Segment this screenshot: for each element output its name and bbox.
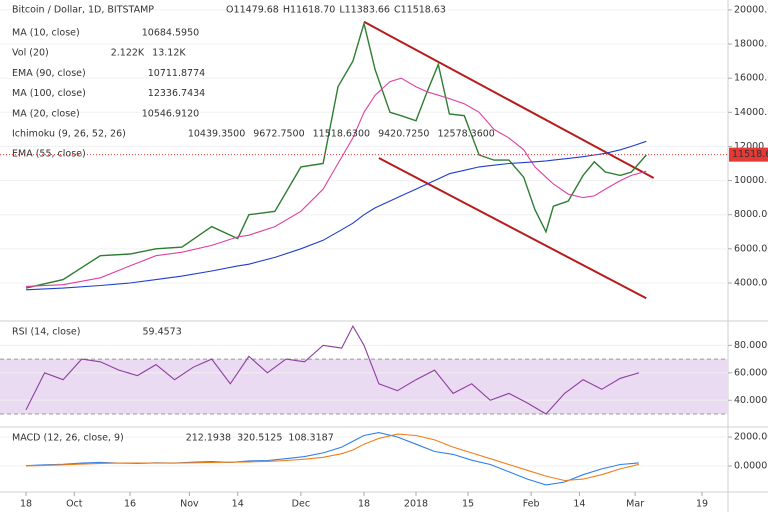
- series-line: [25, 20, 647, 289]
- indicator-name: MA (20, close): [12, 108, 80, 119]
- trend-channel-line: [363, 20, 655, 179]
- indicator-value: 10546.9120: [142, 108, 199, 119]
- ohlc-value: O11479.68: [226, 5, 279, 16]
- x-tick-label: 2018: [404, 499, 428, 510]
- series-line: [25, 433, 640, 482]
- indicator-value: 10684.5950: [142, 28, 199, 39]
- x-tick-label: Dec: [292, 499, 310, 510]
- indicator-name: MA (10, close): [12, 28, 80, 39]
- y-tick-label: 80.0000: [734, 340, 768, 351]
- last-price-box: [729, 147, 768, 162]
- indicator-value: 9420.7250: [378, 129, 429, 140]
- indicator-name: Ichimoku (9, 26, 52, 26): [12, 129, 126, 140]
- y-tick-label: 6000.00: [734, 243, 768, 254]
- y-tick-label: 2000.0000: [734, 431, 768, 442]
- rsi-band: [0, 359, 728, 415]
- indicator-value: 10439.3500: [188, 129, 245, 140]
- x-tick-label: 16: [124, 499, 136, 510]
- x-tick-label: 14: [573, 499, 585, 510]
- y-tick-label: 12000.00: [734, 141, 768, 152]
- indicator-name: EMA (55, close): [12, 149, 86, 160]
- indicator-value: 2.122K: [111, 48, 145, 59]
- series-line: [25, 140, 647, 291]
- y-tick-label: 40.0000: [734, 395, 768, 406]
- last-price-label: 11518.63: [732, 149, 768, 160]
- ohlc-value: H11618.70: [283, 5, 335, 16]
- series-line: [25, 77, 647, 287]
- x-tick-label: 15: [462, 499, 474, 510]
- indicator-value: 11518.6300: [313, 129, 370, 140]
- indicator-value: 12336.7434: [148, 88, 205, 99]
- indicator-value: 12578.3600: [437, 129, 494, 140]
- trend-channel-line: [378, 157, 647, 300]
- y-tick-label: 16000.00: [734, 73, 768, 84]
- pane-title: Bitcoin / Dollar, 1D, BITSTAMP: [12, 5, 154, 16]
- y-tick-label: 18000.00: [734, 39, 768, 50]
- indicator-value: 212.1938: [186, 433, 231, 444]
- y-tick-label: 8000.00: [734, 209, 768, 220]
- ohlc-value: C11518.63: [394, 5, 446, 16]
- y-tick-label: 10000.00: [734, 175, 768, 186]
- pane-title: RSI (14, close): [12, 327, 80, 338]
- ohlc-value: L11383.66: [339, 5, 390, 16]
- y-tick-label: 20000.00: [734, 4, 768, 15]
- y-tick-label: 14000.00: [734, 107, 768, 118]
- indicator-value: 108.3187: [288, 433, 333, 444]
- indicator-name: MA (100, close): [12, 88, 86, 99]
- indicator-value: 9672.7500: [253, 129, 304, 140]
- series-line: [25, 324, 640, 415]
- indicator-name: EMA (90, close): [12, 68, 86, 79]
- x-tick-label: 18: [20, 499, 32, 510]
- x-tick-label: Nov: [180, 499, 199, 510]
- x-tick-label: Oct: [66, 499, 83, 510]
- y-tick-label: 0.0000: [734, 460, 767, 471]
- x-tick-label: 19: [696, 499, 708, 510]
- x-tick-label: Feb: [523, 499, 540, 510]
- x-tick-label: Mar: [626, 499, 644, 510]
- indicator-name: Vol (20): [12, 48, 49, 59]
- indicator-value: 59.4573: [142, 327, 181, 338]
- pane-title: MACD (12, 26, close, 9): [12, 433, 124, 444]
- y-tick-label: 4000.00: [734, 277, 768, 288]
- y-tick-label: 60.0000: [734, 367, 768, 378]
- x-tick-label: 18: [358, 499, 370, 510]
- indicator-value: 10711.8774: [148, 68, 205, 79]
- indicator-value: 13.12K: [152, 48, 186, 59]
- x-tick-label: 14: [232, 499, 244, 510]
- indicator-value: 320.5125: [237, 433, 282, 444]
